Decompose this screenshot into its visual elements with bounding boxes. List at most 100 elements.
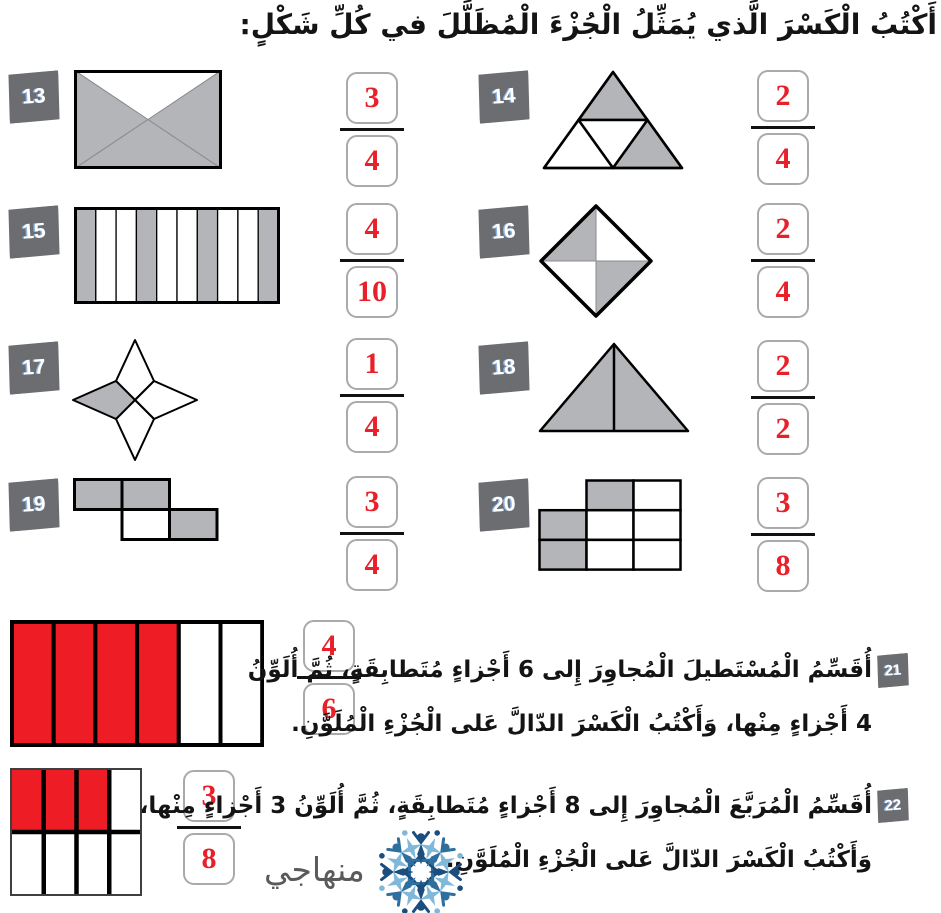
denominator-box[interactable]: 4 [346, 538, 398, 591]
denominator-box[interactable]: 8 [757, 539, 809, 592]
denominator-box[interactable]: 6 [303, 682, 355, 735]
denominator-box[interactable]: 8 [183, 832, 235, 885]
colored-part [76, 769, 110, 832]
numerator-box[interactable]: 3 [757, 477, 809, 529]
denominator-value: 6 [321, 691, 337, 725]
page-title: أَكْتُبُ الْكَسْرَ الَّذي يُمَثِّلُ الْج… [239, 8, 937, 41]
shaded-part [257, 207, 280, 304]
shape-18-triangle-two-parts [538, 342, 690, 433]
fraction-bar [340, 531, 404, 535]
fraction-bar [177, 825, 241, 829]
unshaded-part [74, 70, 222, 121]
logo-wordmark: منهاجي [264, 850, 365, 889]
answer-fraction-19: 3 4 [340, 476, 404, 591]
problem-number-badge: 22 [876, 788, 910, 823]
numerator-box[interactable]: 3 [346, 72, 398, 124]
colored-part [10, 620, 56, 747]
uncolored-part [218, 620, 264, 747]
fraction-bar [340, 393, 404, 397]
numerator-value: 4 [364, 212, 380, 245]
numerator-value: 3 [775, 486, 791, 519]
shaded-part [120, 478, 171, 511]
problem-number-badge: 14 [476, 70, 531, 124]
shaded-part [168, 508, 219, 541]
answer-fraction-14: 2 4 [751, 70, 815, 185]
problem-number-badge: 13 [6, 70, 61, 124]
denominator-box[interactable]: 4 [757, 265, 809, 318]
problem-number-badge: 19 [6, 478, 61, 532]
denominator-box[interactable]: 4 [346, 134, 398, 187]
numerator-value: 3 [364, 485, 380, 518]
answer-fraction-17: 1 4 [340, 338, 404, 453]
numerator-value: 3 [201, 779, 217, 812]
numerator-value: 2 [775, 212, 791, 245]
shaded-part [538, 538, 588, 571]
denominator-box[interactable]: 4 [346, 400, 398, 453]
answer-fraction-21: 4 6 [297, 620, 361, 735]
answer-fraction-20: 3 8 [751, 477, 815, 592]
problem-22-line1: أُقَسِّمُ الْمُرَبَّعَ الْمُجاوِرَ إِلى … [139, 793, 872, 819]
fraction-bar [340, 127, 404, 131]
shaded-part [585, 479, 635, 512]
shape-14-triangle-four-parts [542, 70, 684, 170]
fraction-bar [751, 395, 815, 399]
denominator-value: 4 [775, 141, 791, 175]
denominator-box[interactable]: 4 [757, 132, 809, 185]
shaded-part [196, 207, 219, 304]
problem-number-badge: 21 [876, 653, 910, 688]
shape-20-eight-cell-grid [538, 479, 682, 571]
fraction-bar [751, 532, 815, 536]
problem-number-badge: 17 [6, 341, 61, 395]
problem-21-line1: أُقَسِّمُ الْمُسْتَطيلَ الْمُجاوِرَ إِلى… [247, 657, 872, 683]
problem-22-line2: وَأَكْتُبُ الْكَسْرَ الدّالَّ عَلى الْجُ… [445, 847, 872, 873]
colored-part [11, 769, 44, 832]
numerator-box[interactable]: 2 [757, 203, 809, 255]
answer-fraction-15: 4 10 [340, 203, 404, 318]
denominator-value: 4 [364, 409, 380, 443]
fraction-bar [297, 675, 361, 679]
numerator-value: 4 [321, 629, 337, 662]
shape-19-four-squares-zigzag [73, 478, 219, 541]
colored-part [43, 769, 77, 832]
shaded-part [73, 478, 124, 511]
denominator-value: 8 [201, 841, 217, 875]
fraction-bar [340, 258, 404, 262]
shape-22-square-eight-parts [10, 768, 142, 896]
problem-21-line2: 4 أَجْزاءٍ مِنْها، وَأَكْتُبُ الْكَسْرَ … [291, 711, 872, 737]
numerator-box[interactable]: 1 [346, 338, 398, 390]
denominator-box[interactable]: 2 [757, 402, 809, 455]
shaded-part [577, 70, 649, 122]
shape-21-rectangle-six-strips [10, 620, 264, 747]
denominator-value: 4 [775, 274, 791, 308]
answer-fraction-18: 2 2 [751, 340, 815, 455]
colored-part [51, 620, 98, 747]
shape-13-rectangle-diagonals [74, 70, 222, 169]
denominator-value: 2 [775, 411, 791, 445]
fraction-bar [751, 125, 815, 129]
numerator-box[interactable]: 3 [183, 770, 235, 822]
numerator-box[interactable]: 2 [757, 340, 809, 392]
numerator-value: 3 [364, 81, 380, 114]
denominator-box[interactable]: 10 [346, 265, 398, 318]
numerator-value: 1 [364, 347, 380, 380]
numerator-box[interactable]: 4 [346, 203, 398, 255]
shape-17-four-point-star [72, 339, 198, 461]
numerator-value: 2 [775, 79, 791, 112]
answer-fraction-22: 3 8 [177, 770, 241, 885]
denominator-value: 4 [364, 143, 380, 177]
shape-16-diamond-four-parts [539, 204, 653, 318]
answer-fraction-16: 2 4 [751, 203, 815, 318]
colored-part [135, 620, 181, 747]
denominator-value: 4 [364, 547, 380, 581]
numerator-box[interactable]: 4 [303, 620, 355, 672]
numerator-box[interactable]: 3 [346, 476, 398, 528]
fraction-bar [751, 258, 815, 262]
problem-number-badge: 20 [476, 478, 531, 532]
numerator-box[interactable]: 2 [757, 70, 809, 122]
uncolored-part [176, 620, 223, 747]
problem-number-badge: 16 [476, 205, 531, 259]
answer-fraction-13: 3 4 [340, 72, 404, 187]
colored-part [93, 620, 140, 747]
denominator-value: 10 [357, 274, 387, 308]
